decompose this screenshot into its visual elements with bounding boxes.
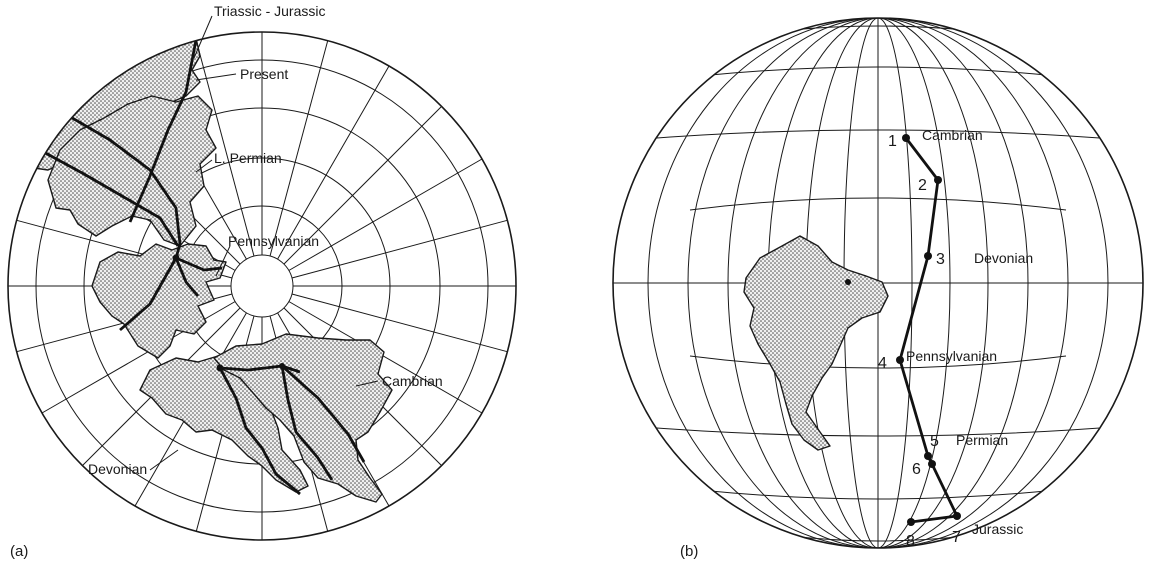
label-devonian-a: Devonian xyxy=(88,461,147,477)
point-number-2: 2 xyxy=(918,177,927,194)
panel-a-polar-map: Triassic - Jurassic Present L. Permian P… xyxy=(7,3,517,560)
label-cambrian-b: Cambrian xyxy=(922,127,983,143)
panel-a-polar-wander-tracks xyxy=(39,39,366,496)
point-number-1: 1 xyxy=(888,133,897,150)
label-jurassic-b: Jurassic xyxy=(972,521,1023,537)
label-pennsylvanian-a: Pennsylvanian xyxy=(228,233,319,249)
label-pennsylvanian-b: Pennsylvanian xyxy=(906,348,997,364)
panel-a-continent-outlines xyxy=(29,32,393,503)
continent-pennsylvanian xyxy=(91,243,227,359)
path-point-3 xyxy=(924,252,932,260)
panel-b-label: (b) xyxy=(680,543,698,560)
path-point-1 xyxy=(902,134,910,142)
meridian-spoke xyxy=(291,219,508,279)
path-point-2 xyxy=(934,176,942,184)
point-number-5: 5 xyxy=(930,433,939,450)
meridian-spoke xyxy=(283,106,442,265)
label-permian-b: Permian xyxy=(956,432,1008,448)
path-point-markers xyxy=(896,134,961,526)
meridian-spoke xyxy=(291,293,508,353)
label-triassic-jurassic: Triassic - Jurassic xyxy=(214,3,326,19)
continent-cambrian xyxy=(213,333,393,503)
path-point-7 xyxy=(953,512,961,520)
point-number-3: 3 xyxy=(936,251,945,268)
panel-a-outer-circle xyxy=(7,31,517,541)
polar-wander-path xyxy=(898,137,959,524)
path-point-8 xyxy=(907,518,915,526)
point-number-7: 7 xyxy=(952,529,961,546)
meridian-spoke xyxy=(195,40,255,257)
meridian-spoke xyxy=(277,65,390,260)
label-present: Present xyxy=(240,66,288,82)
label-cambrian-a: Cambrian xyxy=(382,373,443,389)
meridian-spoke xyxy=(269,40,329,257)
panel-a-label: (a) xyxy=(10,543,28,560)
point-number-4: 4 xyxy=(878,355,887,372)
panel-b-globe-map: 1 2 3 4 5 6 7 8 Cambrian Devonian Pennsy… xyxy=(612,17,1144,560)
panel-b-outer-circle xyxy=(612,17,1144,549)
meridian-spoke xyxy=(288,301,483,414)
continent-south-america xyxy=(743,235,889,451)
path-point-4 xyxy=(896,356,904,364)
path-point-5 xyxy=(924,452,932,460)
label-late-permian: L. Permian xyxy=(214,150,282,166)
path-point-6 xyxy=(928,460,936,468)
point-number-6: 6 xyxy=(912,461,921,478)
point-number-8: 8 xyxy=(906,533,915,550)
continent-late-permian xyxy=(47,95,217,247)
label-devonian-b: Devonian xyxy=(974,250,1033,266)
meridian-spoke xyxy=(288,158,483,271)
